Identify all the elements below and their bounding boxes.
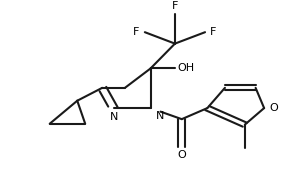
- Text: F: F: [133, 27, 140, 37]
- Text: F: F: [172, 1, 178, 11]
- Text: OH: OH: [178, 63, 195, 74]
- Text: N: N: [156, 111, 164, 121]
- Text: O: O: [269, 103, 278, 113]
- Text: O: O: [178, 151, 186, 160]
- Text: N: N: [109, 112, 118, 122]
- Text: F: F: [210, 27, 216, 37]
